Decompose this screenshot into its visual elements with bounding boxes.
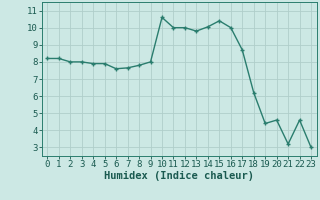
X-axis label: Humidex (Indice chaleur): Humidex (Indice chaleur) — [104, 171, 254, 181]
